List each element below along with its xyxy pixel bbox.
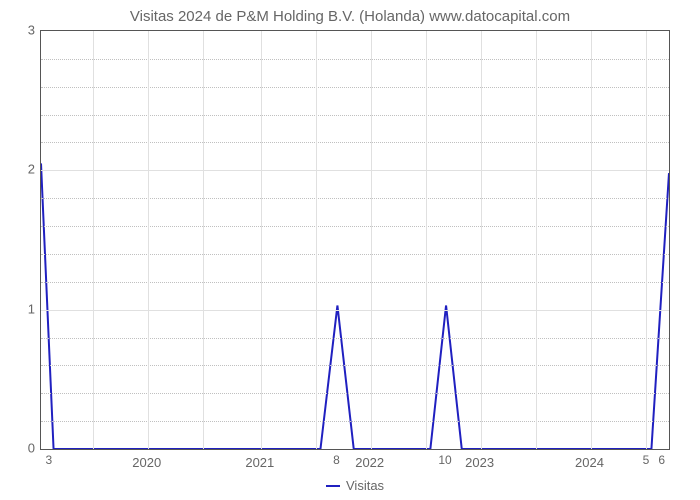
grid-line — [41, 254, 669, 255]
y-axis-label: 3 — [15, 23, 35, 38]
grid-line — [41, 338, 669, 339]
grid-line — [261, 31, 262, 449]
grid-line — [481, 31, 482, 449]
y-axis-label: 1 — [15, 301, 35, 316]
grid-line — [41, 59, 669, 60]
x-axis-label: 2023 — [465, 455, 494, 470]
x-axis-value: 3 — [45, 453, 52, 467]
grid-line — [536, 31, 537, 449]
grid-line — [426, 31, 427, 449]
plot-area — [40, 30, 670, 450]
legend-label: Visitas — [346, 478, 384, 493]
grid-line — [41, 310, 669, 311]
x-axis-label: 2021 — [245, 455, 274, 470]
grid-line — [203, 31, 204, 449]
grid-line — [41, 393, 669, 394]
grid-line — [41, 198, 669, 199]
grid-line — [646, 31, 647, 449]
x-axis-value: 10 — [438, 453, 451, 467]
grid-line — [316, 31, 317, 449]
data-line — [41, 163, 669, 449]
grid-line — [41, 115, 669, 116]
grid-line — [41, 170, 669, 171]
grid-line — [41, 365, 669, 366]
x-axis-label: 2022 — [355, 455, 384, 470]
legend: Visitas — [326, 478, 384, 493]
x-axis-value: 6 — [658, 453, 665, 467]
grid-line — [148, 31, 149, 449]
grid-line — [591, 31, 592, 449]
legend-line-icon — [326, 485, 340, 487]
x-axis-label: 2024 — [575, 455, 604, 470]
chart-title: Visitas 2024 de P&M Holding B.V. (Holand… — [0, 8, 700, 25]
x-axis-value: 5 — [643, 453, 650, 467]
chart-container: Visitas 2024 de P&M Holding B.V. (Holand… — [0, 0, 700, 500]
y-axis-label: 2 — [15, 162, 35, 177]
x-axis-value: 8 — [333, 453, 340, 467]
grid-line — [41, 421, 669, 422]
chart-svg — [41, 31, 669, 449]
y-axis-label: 0 — [15, 441, 35, 456]
grid-line — [41, 282, 669, 283]
grid-line — [41, 226, 669, 227]
grid-line — [41, 142, 669, 143]
grid-line — [371, 31, 372, 449]
x-axis-label: 2020 — [132, 455, 161, 470]
grid-line — [41, 87, 669, 88]
grid-line — [93, 31, 94, 449]
